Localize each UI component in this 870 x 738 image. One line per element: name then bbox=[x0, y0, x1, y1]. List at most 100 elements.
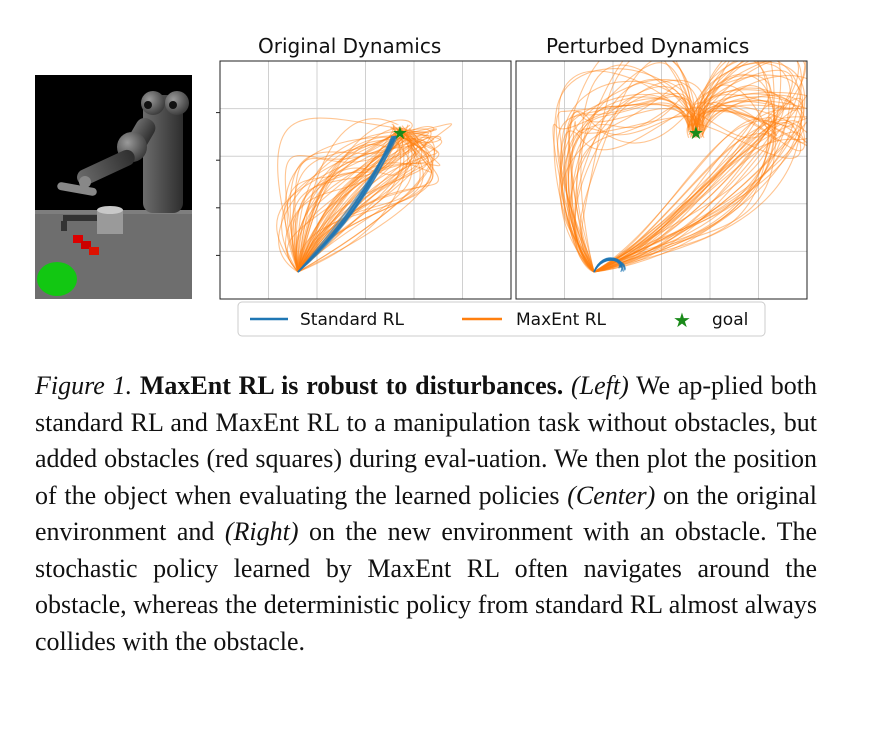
plot-frame bbox=[219, 60, 512, 300]
maxent-trajectory bbox=[593, 62, 791, 273]
maxent-trajectory bbox=[593, 94, 782, 273]
maxent-trajectory bbox=[593, 61, 806, 273]
maxent-trajectory bbox=[297, 134, 430, 273]
maxent-trajectory bbox=[553, 68, 693, 273]
maxent-trajectory bbox=[297, 118, 399, 273]
maxent-trajectory bbox=[297, 127, 401, 273]
maxent-trajectory bbox=[291, 128, 397, 273]
maxent-trajectory bbox=[297, 134, 413, 273]
maxent-trajectory bbox=[593, 102, 779, 273]
maxent-trajectory bbox=[593, 105, 778, 273]
maxent-trajectory bbox=[297, 138, 395, 273]
maxent-trajectory bbox=[593, 87, 784, 273]
maxent-trajectory bbox=[297, 119, 413, 273]
maxent-trajectory bbox=[565, 108, 695, 273]
maxent-trajectory bbox=[294, 127, 403, 273]
maxent-trajectory bbox=[593, 96, 806, 273]
maxent-trajectory bbox=[557, 95, 697, 273]
maxent-trajectory bbox=[564, 110, 697, 273]
maxent-trajectory bbox=[593, 61, 802, 273]
legend-maxent-label: MaxEnt RL bbox=[516, 310, 607, 330]
maxent-trajectory bbox=[576, 106, 697, 273]
maxent-trajectory bbox=[593, 61, 806, 273]
maxent-trajectory bbox=[297, 125, 396, 273]
maxent-trajectory bbox=[593, 104, 807, 273]
maxent-trajectory bbox=[297, 125, 435, 273]
maxent-trajectory bbox=[297, 134, 398, 273]
maxent-trajectory bbox=[593, 61, 782, 273]
maxent-trajectory bbox=[593, 85, 776, 273]
maxent-trajectory bbox=[593, 73, 775, 273]
maxent-trajectory bbox=[593, 109, 807, 273]
maxent-trajectory bbox=[570, 85, 689, 273]
maxent-trajectory bbox=[593, 75, 807, 273]
maxent-trajectory bbox=[278, 136, 395, 273]
figure-caption: Figure 1. MaxEnt RL is robust to disturb… bbox=[35, 368, 817, 660]
maxent-trajectory bbox=[567, 93, 695, 273]
plot-title-perturbed: Perturbed Dynamics bbox=[546, 34, 750, 58]
maxent-trajectory bbox=[297, 135, 442, 273]
maxent-trajectory bbox=[289, 124, 409, 273]
legend-goal-star-icon: ★ bbox=[673, 308, 691, 332]
maxent-trajectory bbox=[296, 136, 406, 273]
maxent-trajectory bbox=[297, 126, 421, 273]
legend-goal-label: goal bbox=[712, 310, 748, 330]
maxent-trajectory bbox=[281, 135, 392, 273]
maxent-trajectory bbox=[277, 117, 406, 273]
maxent-trajectory bbox=[579, 61, 692, 273]
maxent-trajectory bbox=[559, 80, 698, 273]
maxent-trajectory bbox=[294, 128, 400, 273]
maxent-trajectory bbox=[284, 133, 403, 273]
maxent-trajectory bbox=[593, 107, 805, 273]
maxent-trajectory bbox=[573, 64, 700, 273]
maxent-trajectory bbox=[552, 98, 690, 273]
maxent-trajectory bbox=[297, 127, 438, 273]
maxent-trajectory bbox=[297, 125, 429, 273]
maxent-trajectory bbox=[297, 138, 427, 273]
trajectory-plots: ★ ★ Standard RL MaxEnt RL ★ goal bbox=[216, 60, 808, 337]
maxent-trajectory bbox=[558, 61, 690, 273]
grid-lines bbox=[516, 61, 807, 299]
maxent-trajectory bbox=[558, 70, 695, 273]
maxent-trajectory bbox=[574, 92, 697, 273]
maxent-trajectory bbox=[292, 124, 411, 273]
maxent-trajectory bbox=[593, 61, 802, 273]
standard-trajectory bbox=[593, 259, 626, 273]
maxent-trajectory bbox=[297, 134, 434, 273]
maxent-trajectory bbox=[593, 110, 794, 273]
maxent-trajectory bbox=[297, 133, 433, 273]
maxent-trajectory bbox=[291, 135, 405, 273]
maxent-trajectory bbox=[571, 115, 704, 273]
caption-text-2: on the original environment and bbox=[35, 480, 817, 547]
maxent-trajectory bbox=[297, 132, 441, 273]
maxent-trajectory bbox=[295, 133, 404, 273]
maxent-trajectory bbox=[593, 84, 770, 273]
figure-1: Original Dynamics Perturbed Dynamics ★ ★… bbox=[0, 0, 870, 340]
maxent-trajectory bbox=[593, 61, 799, 273]
maxent-trajectory bbox=[593, 93, 795, 273]
maxent-trajectory bbox=[593, 97, 804, 273]
maxent-trajectory bbox=[297, 128, 407, 273]
legend-standard-label: Standard RL bbox=[300, 310, 405, 330]
robot-scene-image bbox=[35, 75, 192, 299]
maxent-trajectory bbox=[593, 122, 802, 273]
caption-title: MaxEnt RL is robust to disturbances. bbox=[139, 371, 564, 400]
maxent-trajectory bbox=[562, 96, 699, 273]
maxent-trajectory bbox=[593, 74, 771, 273]
maxent-trajectory bbox=[570, 61, 698, 273]
legend: Standard RL MaxEnt RL ★ goal bbox=[237, 301, 766, 337]
caption-center-ref: (Center) bbox=[567, 480, 656, 510]
maxent-trajectory bbox=[593, 61, 770, 273]
maxent-trajectory bbox=[560, 79, 699, 273]
maxent-trajectory bbox=[555, 104, 698, 273]
caption-text-1: We ap-plied both standard RL and MaxEnt … bbox=[35, 371, 818, 510]
maxent-trajectory bbox=[297, 134, 405, 273]
maxent-trajectory bbox=[580, 92, 694, 273]
maxent-trajectory bbox=[297, 123, 395, 273]
maxent-trajectory bbox=[567, 102, 693, 273]
maxent-trajectory bbox=[593, 69, 793, 273]
standard-trajectory bbox=[297, 135, 395, 273]
maxent-trajectory bbox=[593, 74, 803, 273]
maxent-trajectory bbox=[297, 136, 438, 273]
maxent-trajectory bbox=[297, 131, 434, 273]
